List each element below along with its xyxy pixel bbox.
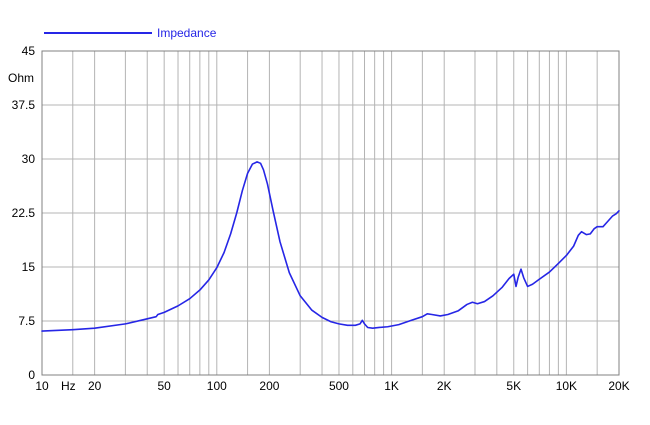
x-tick-label: 20K [608, 379, 629, 393]
y-tick-label: 22.5 [12, 206, 36, 220]
legend: Impedance [44, 26, 217, 40]
x-tick-label: 5K [506, 379, 521, 393]
y-tick-label: 7.5 [18, 314, 35, 328]
y-tick-label: 37.5 [12, 98, 36, 112]
y-tick-label: 30 [22, 152, 36, 166]
y-axis-unit: Ohm [8, 71, 34, 85]
x-tick-label: 10 [35, 379, 49, 393]
series-layer [41, 161, 620, 332]
plot-frame [41, 50, 620, 376]
y-axis-ticks: 0 7.5 15 22.5 30 37.5 45 [12, 44, 36, 382]
x-tick-label: 500 [329, 379, 349, 393]
x-tick-label: 1K [384, 379, 399, 393]
x-axis-unit: Hz [61, 379, 76, 393]
x-axis-ticks: 10 20 50 100 200 500 1K 2K 5K 10K 20K [35, 379, 629, 393]
x-tick-label: 100 [207, 379, 227, 393]
y-tick-label: 45 [22, 44, 36, 58]
x-tick-label: 200 [259, 379, 279, 393]
y-tick-label: 15 [22, 260, 36, 274]
chart-grid [41, 50, 620, 376]
x-tick-label: 50 [157, 379, 171, 393]
y-tick-label: 0 [28, 368, 35, 382]
series-line-impedance [41, 161, 620, 332]
x-tick-label: 2K [437, 379, 452, 393]
x-tick-label: 20 [88, 379, 102, 393]
legend-label-impedance: Impedance [157, 26, 217, 40]
x-tick-label: 10K [556, 379, 577, 393]
